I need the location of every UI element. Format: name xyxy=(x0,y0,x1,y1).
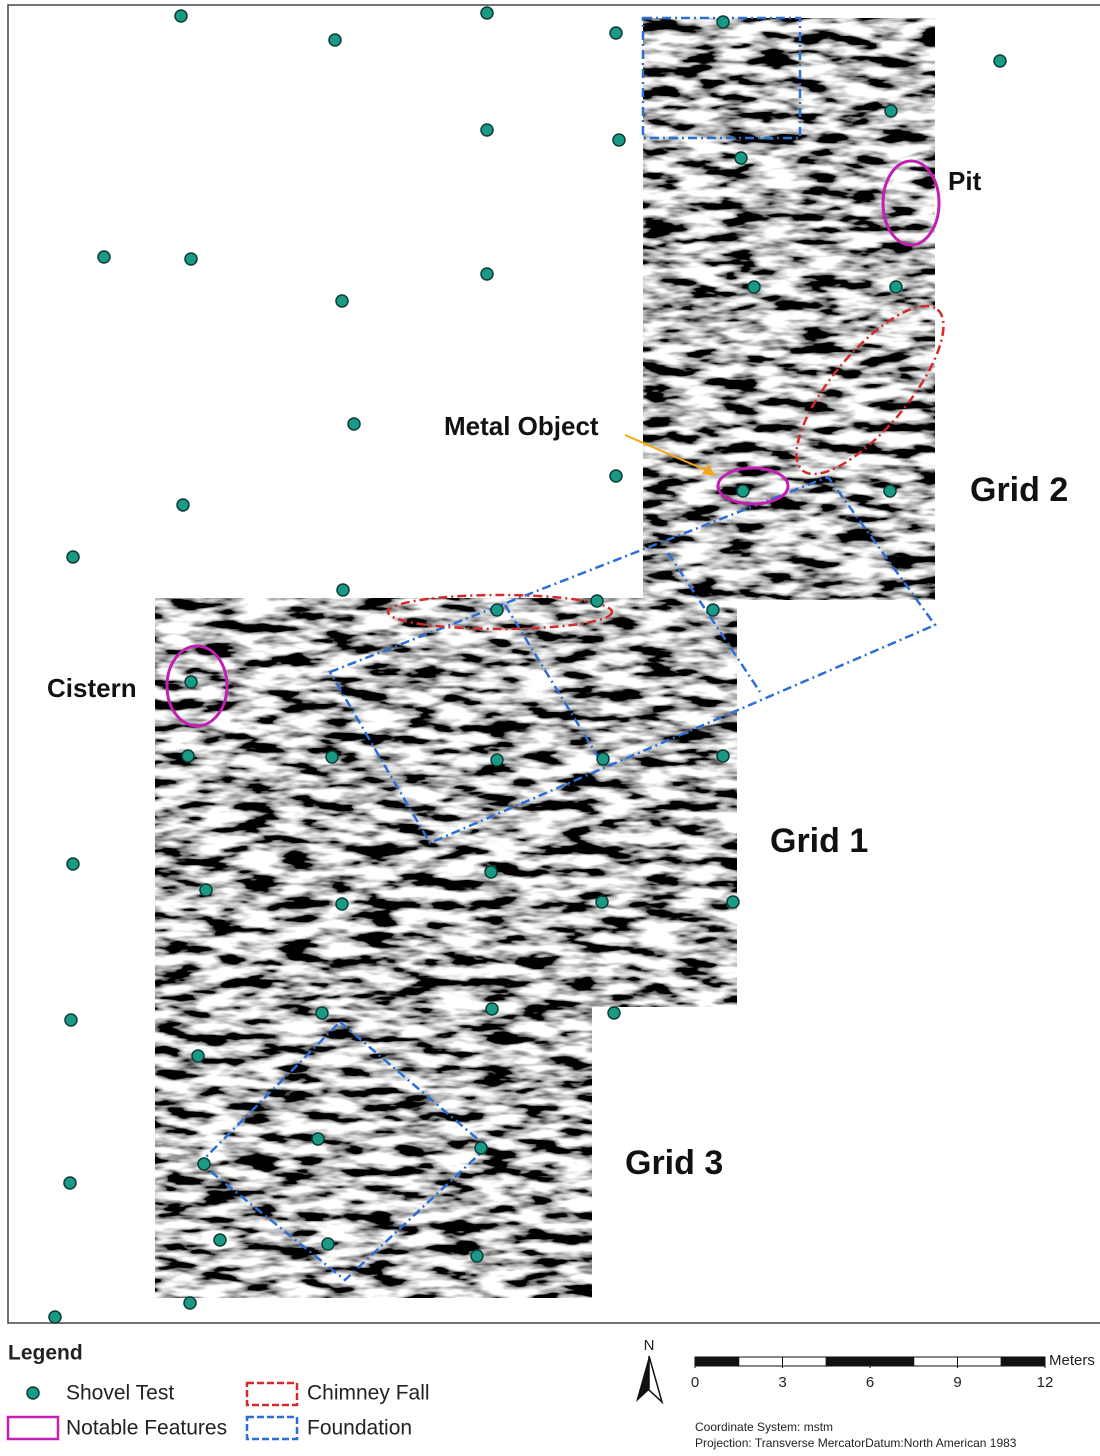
shovel-test xyxy=(192,1050,204,1062)
shovel-test xyxy=(885,105,897,117)
scale-segment xyxy=(958,1357,1002,1366)
shovel-test xyxy=(491,754,503,766)
scale-segment xyxy=(739,1357,783,1366)
shovel-test xyxy=(64,1177,76,1189)
scale-segment xyxy=(870,1357,914,1366)
legend-symbol xyxy=(27,1387,39,1399)
shovel-test xyxy=(175,10,187,22)
scale-segment xyxy=(914,1357,958,1366)
shovel-test xyxy=(717,16,729,28)
label: Grid 2 xyxy=(970,471,1068,509)
shovel-test xyxy=(329,34,341,46)
info: Coordinate System: mstm xyxy=(695,1420,833,1434)
shovel-test xyxy=(336,898,348,910)
label: Cistern xyxy=(47,673,137,703)
shovel-test xyxy=(737,485,749,497)
shovel-test xyxy=(185,676,197,688)
shovel-test xyxy=(481,124,493,136)
shovel-test xyxy=(481,7,493,19)
shovel-test xyxy=(184,1297,196,1309)
scale-segment xyxy=(783,1357,827,1366)
shovel-test xyxy=(735,152,747,164)
grid-1-raster xyxy=(155,598,737,1007)
shovel-test xyxy=(336,295,348,307)
scale-tick-label: 3 xyxy=(778,1374,786,1391)
north-arrow xyxy=(636,1356,649,1402)
shovel-test xyxy=(727,896,739,908)
scale-segment xyxy=(826,1357,870,1366)
info: Projection: Transverse MercatorDatum:Nor… xyxy=(695,1436,1017,1450)
shovel-test xyxy=(717,750,729,762)
legend-symbol xyxy=(247,1417,297,1439)
scale-bar: 0 3 6 9 12 Meters xyxy=(691,1352,1095,1391)
shovel-test xyxy=(884,485,896,497)
shovel-test xyxy=(994,55,1006,67)
shovel-test xyxy=(200,884,212,896)
shovel-test xyxy=(591,595,603,607)
shovel-test xyxy=(182,750,194,762)
legend-title: Legend xyxy=(8,1342,83,1365)
shovel-test xyxy=(610,470,622,482)
shovel-test xyxy=(326,751,338,763)
shovel-test xyxy=(49,1311,61,1323)
shovel-test xyxy=(613,134,625,146)
shovel-test xyxy=(608,1007,620,1019)
shovel-test xyxy=(65,1014,77,1026)
shovel-test xyxy=(348,418,360,430)
scale-segment xyxy=(695,1357,739,1366)
shovel-test xyxy=(185,253,197,265)
shovel-test xyxy=(486,1003,498,1015)
north-arrow xyxy=(649,1356,662,1402)
map-figure: Pit Metal Object Cistern Grid 2 Grid 1 G… xyxy=(0,0,1100,1456)
scale-segment xyxy=(1001,1357,1045,1366)
shovel-test xyxy=(597,753,609,765)
label: Metal Object xyxy=(444,411,599,441)
shovel-test xyxy=(198,1158,210,1170)
shovel-test xyxy=(485,866,497,878)
legend-item: Shovel Test xyxy=(66,1382,174,1405)
shovel-test xyxy=(610,27,622,39)
legend-item: Notable Features xyxy=(66,1417,227,1440)
scale-unit: Meters xyxy=(1049,1352,1095,1369)
shovel-test xyxy=(322,1238,334,1250)
shovel-test xyxy=(491,604,503,616)
scale-tick-label: 12 xyxy=(1037,1374,1054,1391)
legend-symbol xyxy=(8,1417,58,1439)
shovel-test xyxy=(67,858,79,870)
shovel-test xyxy=(337,584,349,596)
label: Pit xyxy=(948,166,982,196)
legend-symbol xyxy=(247,1383,297,1405)
legend-item: Foundation xyxy=(307,1417,412,1440)
shovel-test xyxy=(707,604,719,616)
shovel-test xyxy=(177,499,189,511)
shovel-test xyxy=(481,268,493,280)
scale-tick-label: 9 xyxy=(953,1374,961,1391)
shovel-test xyxy=(67,551,79,563)
shovel-test xyxy=(890,281,902,293)
legend-item: Chimney Fall xyxy=(307,1382,430,1405)
label: Grid 1 xyxy=(770,822,868,860)
scale-tick-label: 0 xyxy=(691,1374,699,1391)
shovel-test xyxy=(316,1007,328,1019)
shovel-test xyxy=(471,1250,483,1262)
label: Grid 3 xyxy=(625,1144,723,1182)
shovel-test xyxy=(475,1142,487,1154)
shovel-test xyxy=(98,251,110,263)
shovel-test xyxy=(748,281,760,293)
shovel-test xyxy=(312,1133,324,1145)
north-label: N xyxy=(644,1337,655,1354)
shovel-test xyxy=(214,1234,226,1246)
shovel-test xyxy=(596,896,608,908)
scale-tick-label: 6 xyxy=(866,1374,874,1391)
